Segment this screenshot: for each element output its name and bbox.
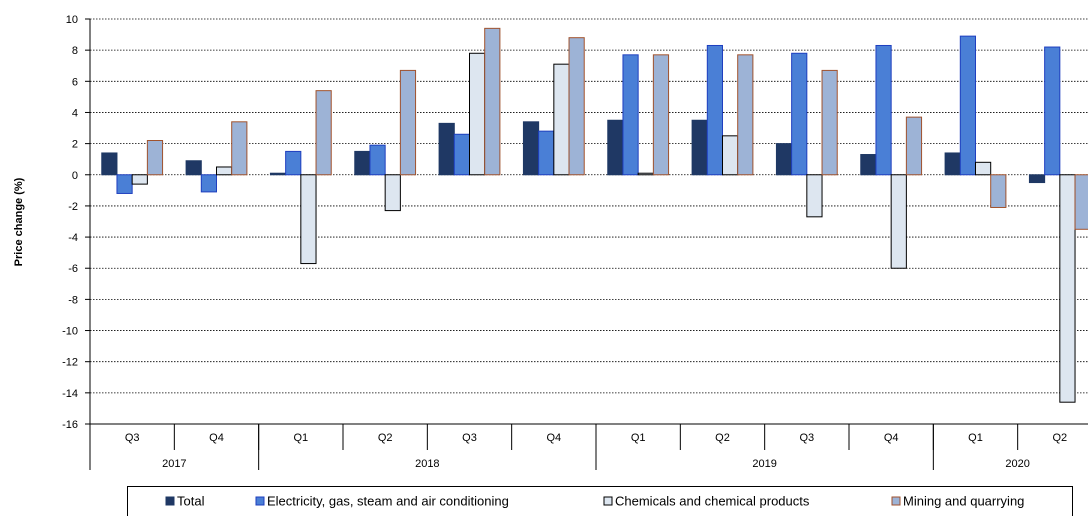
legend-label: Mining and quarrying (903, 494, 1024, 509)
x-tick-label: Q1 (293, 432, 308, 444)
y-tick-label: -8 (68, 294, 78, 306)
bar (875, 44, 892, 176)
bar (607, 119, 624, 176)
x-tick-label: Q4 (546, 432, 561, 444)
bar (1074, 174, 1088, 230)
bar (453, 133, 470, 176)
bar (384, 174, 401, 212)
legend-label: Chemicals and chemical products (615, 494, 810, 509)
x-tick-label: Q4 (884, 432, 899, 444)
bar (737, 54, 754, 176)
y-tick-label: -4 (68, 232, 78, 244)
bar (959, 35, 976, 176)
bar (216, 166, 233, 176)
bar (469, 52, 486, 176)
x-tick-label: Q3 (462, 432, 477, 444)
legend-label: Total (177, 494, 205, 509)
y-tick-label: -6 (68, 263, 78, 275)
bar (622, 54, 639, 176)
bar (285, 150, 302, 176)
legend-box (127, 486, 1073, 516)
x-tick-label: Q1 (968, 432, 983, 444)
bar (821, 69, 838, 176)
bar (1028, 174, 1046, 184)
x-year-label: 2018 (415, 458, 439, 470)
bar (116, 174, 133, 194)
bar (1044, 46, 1061, 176)
bar (637, 172, 654, 176)
bar (691, 119, 708, 176)
y-tick-label: -16 (62, 419, 78, 431)
axes (85, 18, 1088, 425)
y-tick-label: 10 (66, 14, 78, 26)
bar (568, 37, 585, 176)
bar (369, 144, 386, 176)
bar (101, 152, 118, 176)
bar (399, 69, 417, 176)
y-tick-label: -2 (68, 201, 78, 213)
bar (975, 161, 992, 176)
y-tick-label: 0 (72, 170, 78, 182)
bar (300, 174, 317, 265)
bar (354, 150, 371, 176)
bar (231, 121, 248, 176)
bar (146, 140, 164, 176)
x-axis-categories: Q3 Q4 Q1 Q2 Q3 Q4 Q1 Q2 Q3 Q4 Q1 Q2 2017 2018 2019 2020 (89, 424, 1067, 470)
bar (806, 174, 823, 218)
y-tick-label: -12 (62, 357, 78, 369)
bars (101, 27, 1088, 403)
bar (200, 174, 218, 193)
y-tick-label: 4 (72, 107, 78, 119)
bar (905, 116, 923, 176)
legend: Total Electricity, gas, steam and air con… (127, 486, 1073, 516)
bar (1059, 174, 1076, 403)
x-tick-label: Q3 (799, 432, 814, 444)
x-tick-label: Q2 (378, 432, 393, 444)
bar (484, 27, 501, 176)
y-tick-labels: 10 8 6 4 2 0 -2 -4 -6 -8 -10 -12 -14 -16 (62, 14, 78, 431)
x-tick-label: Q1 (631, 432, 646, 444)
bar (315, 90, 332, 176)
bar (131, 174, 148, 185)
legend-swatch (891, 496, 901, 506)
bar (860, 154, 877, 176)
bar (775, 143, 793, 176)
x-year-label: 2019 (752, 458, 776, 470)
bar (652, 54, 670, 176)
y-tick-label: -14 (62, 388, 78, 400)
gridlines (90, 18, 1088, 394)
legend-swatch (603, 496, 613, 506)
y-tick-label: 8 (72, 45, 78, 57)
bar (269, 172, 287, 176)
x-year-label: 2020 (1005, 458, 1029, 470)
bar (722, 135, 739, 176)
legend-swatch (165, 496, 175, 506)
bar (890, 174, 907, 269)
bar (185, 160, 202, 176)
x-tick-label: Q4 (209, 432, 224, 444)
bar (438, 122, 455, 176)
legend-label: Electricity, gas, steam and air conditio… (267, 494, 509, 509)
bar (990, 174, 1007, 208)
bar (553, 63, 570, 176)
y-tick-label: 2 (72, 139, 78, 151)
bar (538, 130, 555, 176)
x-tick-label: Q2 (715, 432, 730, 444)
bar (706, 44, 723, 176)
x-tick-label: Q3 (125, 432, 140, 444)
bar (944, 152, 961, 176)
legend-swatch (255, 496, 265, 506)
bar (791, 52, 808, 176)
x-tick-label: Q2 (1052, 432, 1067, 444)
y-tick-label: -10 (62, 326, 78, 338)
bar (522, 121, 540, 176)
x-year-label: 2017 (162, 458, 186, 470)
y-tick-label: 6 (72, 76, 78, 88)
y-axis-label: Price change (%) (13, 177, 25, 266)
